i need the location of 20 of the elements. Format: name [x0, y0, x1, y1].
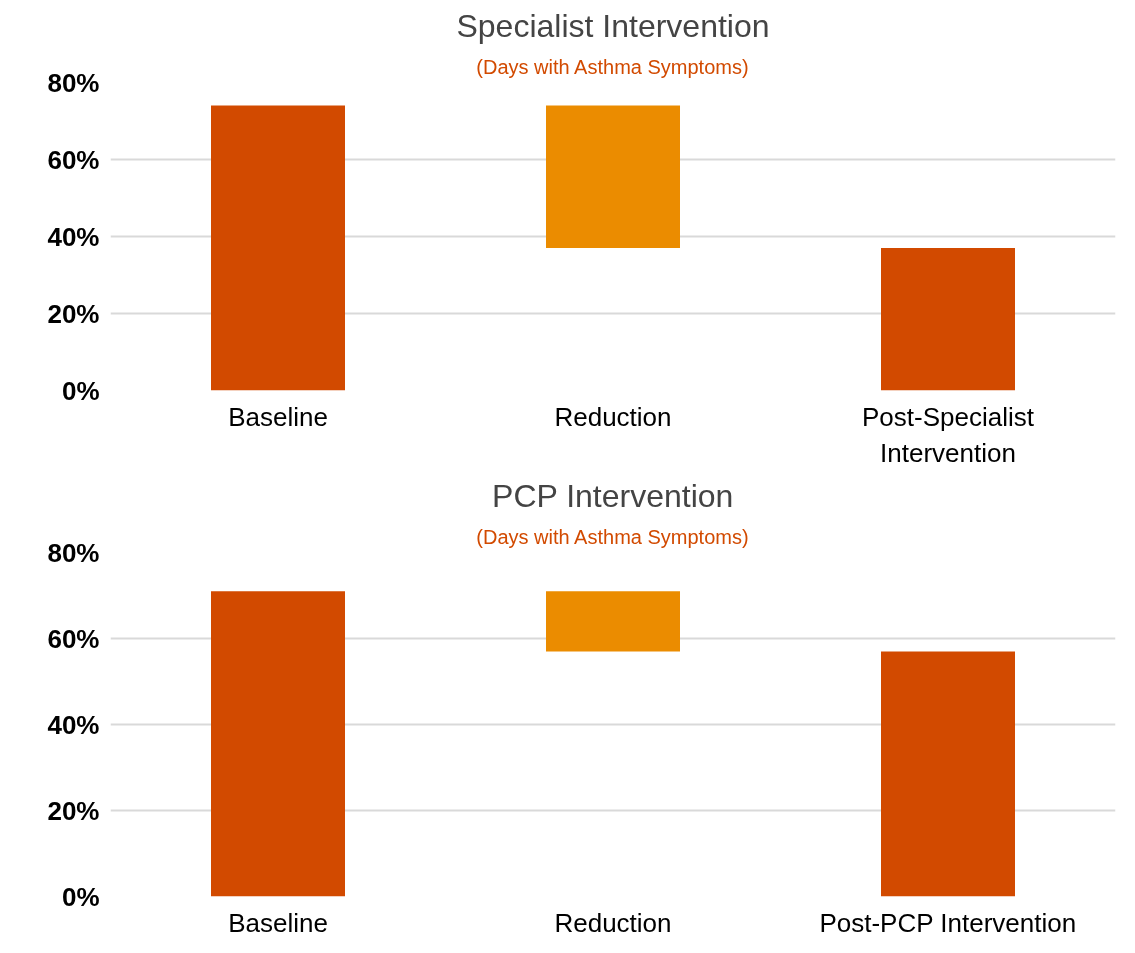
y-tick-label: 0% — [61, 375, 100, 406]
chart-subtitle: (Days with Asthma Symptoms) — [476, 525, 749, 548]
y-tick-label: 0% — [61, 881, 100, 912]
chart-subtitle: (Days with Asthma Symptoms) — [476, 55, 749, 78]
y-tick-label: 40% — [47, 221, 100, 252]
chart-title: PCP Intervention — [492, 477, 734, 514]
y-tick-label: 20% — [47, 795, 100, 826]
x-tick-label: Post-PCP Intervention — [819, 907, 1077, 938]
x-tick-label: Reduction — [554, 907, 672, 938]
chart-title: Specialist Intervention — [456, 7, 770, 44]
y-tick-label: 80% — [47, 67, 100, 98]
y-tick-label: 20% — [47, 298, 100, 329]
x-tick-label: Post-Specialist Intervention — [862, 401, 1035, 468]
x-tick-label: Reduction — [554, 401, 672, 432]
y-tick-label: 80% — [47, 537, 100, 568]
y-tick-label: 60% — [47, 623, 100, 654]
y-tick-label: 60% — [47, 144, 100, 175]
y-tick-label: 40% — [47, 709, 100, 740]
x-tick-label: Baseline — [228, 907, 328, 938]
x-tick-label: Baseline — [228, 401, 328, 432]
